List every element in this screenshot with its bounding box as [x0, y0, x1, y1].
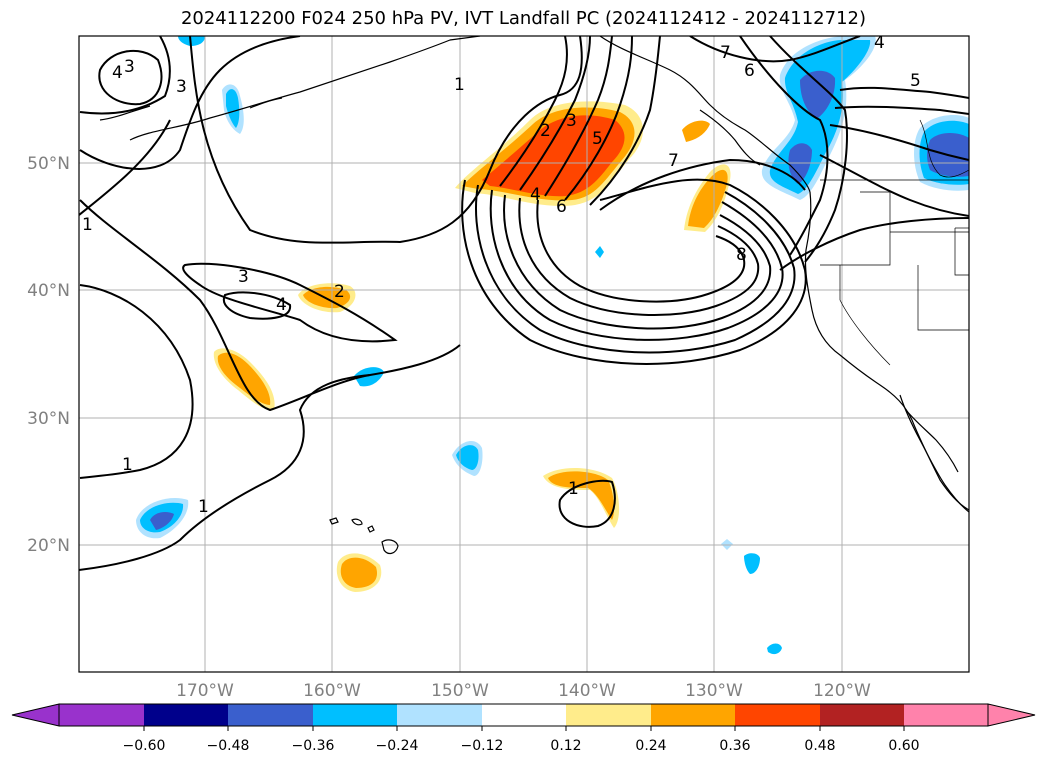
colorbar-tick-8: 0.36: [719, 738, 750, 754]
contour-label-6a: 6: [556, 197, 567, 217]
contour-label-1a: 1: [454, 75, 465, 95]
colorbar-bin-11: [904, 704, 988, 726]
lon-label-160w: 160°W: [303, 681, 361, 701]
contour-label-4b: 4: [276, 295, 287, 315]
latitude-labels: 50°N 40°N 30°N 20°N: [27, 154, 70, 556]
positive-anomaly-158w-core: [340, 557, 378, 588]
negative-anomaly-dot-3: [744, 553, 760, 574]
colorbar-tick-6: 0.12: [550, 738, 581, 754]
colorbar-bin-3: [228, 704, 313, 726]
lat-label-30n: 30°N: [27, 409, 70, 429]
longitude-labels: 170°W 160°W 150°W 140°W 130°W 120°W: [176, 681, 871, 701]
contour-label-1e: 1: [568, 479, 579, 499]
colorbar-bin-9: [735, 704, 820, 726]
colorbar-tick-1: −0.60: [123, 738, 166, 754]
contour-label-4a: 4: [112, 63, 123, 83]
colorbar-tick-10: 0.60: [888, 738, 919, 754]
colorbar-bin-1: [59, 704, 144, 726]
contour-label-5a: 5: [592, 129, 603, 149]
negative-anomaly-dot-4: [767, 643, 782, 655]
contour-label-1d: 1: [198, 497, 209, 517]
negative-anomaly-150w-core: [456, 445, 479, 470]
colorbar-tick-9: 0.48: [804, 738, 835, 754]
contour-label-1c: 1: [122, 455, 133, 475]
colorbar-bin-6: [482, 704, 566, 726]
contour-label-3b: 3: [176, 77, 187, 97]
negative-anomaly-174w-max: [150, 512, 174, 530]
contour-label-3c: 3: [238, 267, 249, 287]
contour-label-5b: 5: [910, 71, 921, 91]
contour-label-1b: 1: [82, 215, 93, 235]
colorbar: −0.60 −0.48 −0.36 −0.24 −0.12 0.12 0.24 …: [11, 703, 1036, 754]
colorbar-bin-7: [566, 704, 651, 726]
colorbar-bin-2: [144, 704, 228, 726]
lon-label-150w: 150°W: [431, 681, 489, 701]
negative-anomaly-155w: [354, 367, 384, 387]
coastlines: [99, 36, 969, 555]
map-title: 2024112200 F024 250 hPa PV, IVT Landfall…: [180, 8, 867, 29]
lon-label-130w: 130°W: [685, 681, 743, 701]
colorbar-bin-8: [651, 704, 735, 726]
lat-label-50n: 50°N: [27, 154, 70, 174]
negative-anomaly-coast-max: [800, 70, 836, 118]
colorbar-bin-10: [820, 704, 904, 726]
lon-label-120w: 120°W: [813, 681, 871, 701]
positive-anomaly-gulf-max: [482, 115, 625, 197]
contour-label-2a: 2: [334, 282, 345, 302]
colorbar-extend-low: [11, 703, 60, 727]
negative-anomaly-168w-core: [226, 89, 240, 128]
negative-anomaly-coast-max-2: [788, 143, 812, 184]
lon-label-140w: 140°W: [558, 681, 616, 701]
negative-anomaly-dot-1: [595, 246, 604, 258]
positive-anomaly-pnw-core: [688, 169, 728, 228]
colorbar-bin-5: [397, 704, 482, 726]
contour-label-7b: 7: [720, 43, 731, 63]
contour-label-3d: 3: [566, 111, 577, 131]
negative-anomaly-171w: [178, 36, 205, 46]
contour-label-4c: 4: [530, 185, 541, 205]
colorbar-extend-high: [987, 703, 1036, 727]
colorbar-tick-3: −0.36: [292, 738, 335, 754]
colorbar-tick-4: −0.24: [376, 738, 419, 754]
contour-label-3a: 3: [124, 57, 135, 77]
contour-label-8: 8: [736, 245, 747, 265]
contour-labels: 4 3 3 1 1 3 4 2 1 1 2 3 5 4 6 7 7 6 8 1 …: [82, 33, 921, 517]
contour-label-6b: 6: [744, 61, 755, 81]
colorbar-tick-2: −0.48: [207, 738, 250, 754]
colorbar-bin-4: [313, 704, 397, 726]
colorbar-tick-7: 0.24: [635, 738, 666, 754]
contours: [79, 36, 969, 571]
map-area: 4 3 3 1 1 3 4 2 1 1 2 3 5 4 6 7 7 6 8 1 …: [79, 33, 969, 672]
positive-anomaly-166w-core: [217, 352, 271, 405]
contour-label-2b: 2: [540, 121, 551, 141]
lon-label-170w: 170°W: [176, 681, 234, 701]
colorbar-tick-5: −0.12: [461, 738, 504, 754]
lat-label-20n: 20°N: [27, 536, 70, 556]
contour-label-7a: 7: [668, 151, 679, 171]
lat-label-40n: 40°N: [27, 281, 70, 301]
positive-anomaly-134w: [682, 120, 710, 142]
gridlines: [79, 36, 969, 672]
contour-label-4d: 4: [874, 33, 885, 53]
positive-anomaly-141w-core: [548, 471, 615, 520]
map-frame: [78, 35, 970, 673]
